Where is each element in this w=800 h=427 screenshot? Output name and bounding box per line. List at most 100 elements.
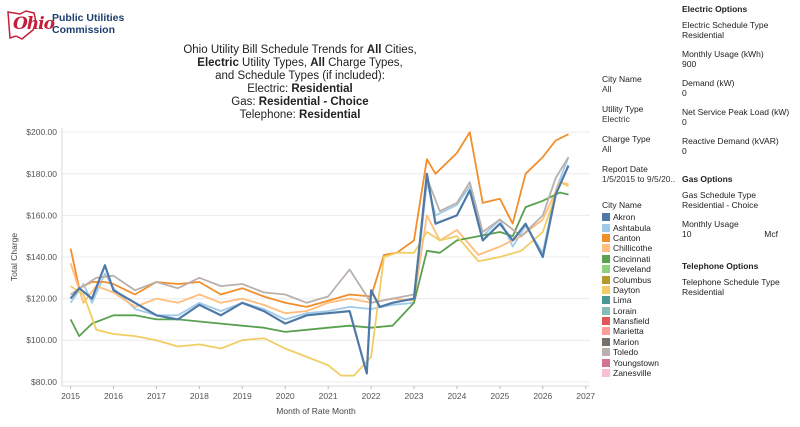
reactive-demand[interactable]: Reactive Demand (kVAR) 0 <box>682 136 798 156</box>
legend-item-canton[interactable]: Canton <box>602 233 659 243</box>
filter-value: 1/5/2015 to 9/5/20.. <box>602 174 676 184</box>
chart-title: Ohio Utility Bill Schedule Trends for Al… <box>150 44 450 122</box>
title-bold: Residential - Choice <box>258 96 369 108</box>
legend-item-youngstown[interactable]: Youngstown <box>602 357 660 368</box>
monthly-usage-kwh[interactable]: Monthly Usage (kWh) 900 <box>682 49 798 69</box>
y-tick-label: $180.00 <box>26 169 57 179</box>
legend-label: Lima <box>613 295 632 306</box>
legend-item-toledo[interactable]: Toledo <box>602 347 659 357</box>
x-tick-label: 2017 <box>147 391 166 401</box>
legend-item-ashtabula[interactable]: Ashtabula <box>602 222 659 233</box>
title-text: Ohio Utility Bill Schedule Trends for <box>183 44 367 56</box>
field-value: Residential <box>682 287 725 297</box>
title-text: Utility Types, <box>238 57 311 69</box>
filter-city-name[interactable]: City Name All <box>602 74 680 94</box>
options-panel: Electric Options Electric Schedule Type … <box>682 4 798 306</box>
filter-panel: City Name All Utility Type Electric Char… <box>602 74 680 194</box>
x-tick-label: 2021 <box>319 391 338 401</box>
filter-label: Report Date <box>602 164 648 174</box>
net-service-peak-load[interactable]: Net Service Peak Load (kW) 0 <box>682 107 798 127</box>
gas-schedule-type[interactable]: Gas Schedule Type Residential - Choice <box>682 190 798 210</box>
gas-monthly-usage[interactable]: Monthly Usage 10 Mcf <box>682 219 798 239</box>
electric-schedule-type[interactable]: Electric Schedule Type Residential <box>682 20 798 40</box>
x-tick-label: 2023 <box>405 391 424 401</box>
series-line-canton[interactable] <box>69 131 569 308</box>
trend-line-chart[interactable]: $80.00 $100.00 $120.00 $140.00 $160.00 $180.0… <box>0 120 600 427</box>
legend-swatch <box>602 213 610 222</box>
field-label: Reactive Demand (kVAR) <box>682 136 779 146</box>
city-legend: City Name Akron Ashtabula Canton Chillicoth… <box>602 200 659 378</box>
filter-report-date[interactable]: Report Date 1/5/2015 to 9/5/20.. <box>602 164 680 184</box>
legend-item-columbus[interactable]: Columbus <box>602 274 659 285</box>
legend-title: City Name <box>602 200 642 210</box>
series-line-ashtabula[interactable] <box>69 156 570 321</box>
field-value: 0 <box>682 88 687 98</box>
field-value: 10 <box>682 229 692 239</box>
x-tick-label: 2022 <box>362 391 381 401</box>
legend-swatch <box>602 337 610 346</box>
ohio-map-icon <box>7 10 37 40</box>
series-line-akron[interactable] <box>69 165 570 375</box>
legend-label: Toledo <box>613 347 639 358</box>
legend-label: Marion <box>613 336 639 347</box>
legend-label: Mansfield <box>613 316 650 327</box>
y-tick-label: $160.00 <box>26 210 57 220</box>
legend-item-marietta[interactable]: Marietta <box>602 326 659 336</box>
legend-swatch <box>602 265 610 274</box>
legend-label: Zanesville <box>613 368 652 379</box>
puco-logo[interactable]: Ohio Public Utilities Commission <box>6 8 156 42</box>
legend-item-cleveland[interactable]: Cleveland <box>602 264 659 274</box>
logo-wordmark: Ohio <box>13 14 55 34</box>
filter-utility-type[interactable]: Utility Type Electric <box>602 104 680 124</box>
legend-item-lima[interactable]: Lima <box>602 295 659 305</box>
series-line-cincinnati[interactable] <box>69 191 569 338</box>
x-axis-title: Month of Rate Month <box>276 406 356 416</box>
legend-item-zanesville[interactable]: Zanesville <box>602 368 659 378</box>
demand-kw[interactable]: Demand (kW) 0 <box>682 78 798 98</box>
legend-item-lorain[interactable]: Lorain <box>602 306 659 316</box>
title-text: and Schedule Types (if included): <box>215 70 385 82</box>
legend-label: Canton <box>613 232 641 243</box>
legend-swatch <box>602 254 610 263</box>
legend-item-marion[interactable]: Marion <box>602 337 659 347</box>
telephone-schedule-type[interactable]: Telephone Schedule Type Residential <box>682 277 798 297</box>
x-tick-label: 2015 <box>61 391 80 401</box>
field-value: 0 <box>682 117 687 127</box>
legend-item-mansfield[interactable]: Mansfield <box>602 316 659 326</box>
filter-value: All <box>602 144 612 154</box>
series-line-dayton[interactable] <box>70 181 569 377</box>
series-line-toledo[interactable] <box>70 156 570 304</box>
series-line-chillicothe[interactable] <box>69 181 569 315</box>
y-axis-title: Total Charge <box>9 233 19 281</box>
x-tick-label: 2026 <box>533 391 552 401</box>
legend-label: Youngstown <box>613 357 660 368</box>
field-label: Gas Schedule Type <box>682 190 757 200</box>
title-text: Gas: <box>231 96 259 108</box>
electric-options-header: Electric Options <box>682 4 748 14</box>
filter-label: Charge Type <box>602 134 651 144</box>
filter-charge-type[interactable]: Charge Type All <box>602 134 680 154</box>
legend-label: Cleveland <box>613 264 651 275</box>
legend-swatch <box>602 306 610 315</box>
legend-swatch <box>602 285 610 294</box>
legend-label: Akron <box>613 212 636 223</box>
legend-label: Dayton <box>613 284 640 295</box>
field-value: Residential - Choice <box>682 200 759 210</box>
filter-label: Utility Type <box>602 104 644 114</box>
legend-label: Marietta <box>613 326 644 337</box>
title-text: Cities, <box>381 44 417 56</box>
legend-swatch <box>602 358 610 367</box>
field-value: 0 <box>682 146 687 156</box>
legend-swatch <box>602 275 610 284</box>
x-tick-label: 2019 <box>233 391 252 401</box>
legend-item-dayton[interactable]: Dayton <box>602 285 659 295</box>
legend-item-akron[interactable]: Akron <box>602 212 659 222</box>
legend-swatch <box>602 327 610 336</box>
legend-swatch <box>602 369 610 378</box>
title-bold: All <box>310 57 325 69</box>
legend-swatch <box>602 348 610 357</box>
x-tick-label: 2016 <box>104 391 123 401</box>
legend-item-cincinnati[interactable]: Cincinnati <box>602 254 659 264</box>
legend-item-chillicothe[interactable]: Chillicothe <box>602 243 659 253</box>
field-label: Demand (kW) <box>682 78 735 88</box>
